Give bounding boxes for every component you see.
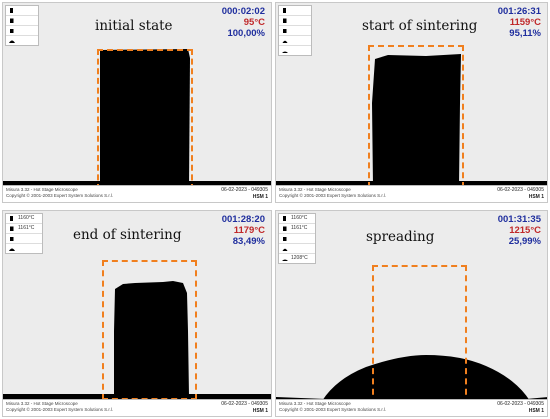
footer-date: 06-02-2023 - 049305 bbox=[497, 187, 544, 193]
footer-date: 06-02-2023 - 049305 bbox=[221, 401, 268, 407]
profile-icon bbox=[10, 216, 13, 221]
legend-item: 1208°C bbox=[279, 254, 315, 263]
footer-code: HSM 1 bbox=[252, 194, 268, 200]
footer-copyright: Copyright © 2001-2003 Expert System Solu… bbox=[279, 407, 387, 412]
profile-icon bbox=[10, 18, 14, 23]
legend-item: 1161°C bbox=[6, 224, 42, 234]
profile-icon bbox=[283, 18, 287, 23]
footer-software: Misura 3.32 - Hot Stage Microscope bbox=[279, 187, 351, 192]
profile-icon bbox=[283, 237, 287, 241]
elapsed-time: 001:28:20 bbox=[221, 214, 265, 225]
area-ratio: 100,00% bbox=[227, 28, 265, 39]
micrograph-panel-end-of-sintering: 1160°C 1161°C 001:28:20 1179°C 83,49% en… bbox=[2, 210, 272, 417]
footer-copyright: Copyright © 2001-2003 Expert System Solu… bbox=[279, 193, 387, 198]
legend-item bbox=[6, 6, 38, 16]
footer-software: Misura 3.32 - Hot Stage Microscope bbox=[6, 401, 78, 406]
legend-item bbox=[279, 234, 315, 244]
footer-date: 06-02-2023 - 049305 bbox=[497, 401, 544, 407]
sample-outline-box bbox=[102, 260, 197, 400]
instrument-footer: Misura 3.32 - Hot Stage Microscope Copyr… bbox=[276, 399, 547, 416]
legend-item bbox=[6, 26, 38, 36]
legend-item bbox=[279, 26, 311, 36]
curve-legend: 1160°C 1161°C bbox=[5, 213, 43, 254]
legend-item bbox=[6, 244, 42, 253]
sample-outline-box bbox=[372, 265, 467, 405]
area-ratio: 25,99% bbox=[508, 236, 541, 247]
elapsed-time: 001:26:31 bbox=[497, 6, 541, 17]
footer-copyright: Copyright © 2001-2003 Expert System Solu… bbox=[6, 407, 114, 412]
panel-title: initial state bbox=[95, 18, 173, 34]
profile-icon bbox=[10, 237, 14, 241]
temperature-readout: 95°C bbox=[243, 17, 265, 28]
instrument-footer: Misura 3.32 - Hot Stage Microscope Copyr… bbox=[3, 399, 271, 416]
temperature-readout: 1215°C bbox=[509, 225, 541, 236]
curve-legend bbox=[5, 5, 39, 46]
micrograph-panel-spreading: 1160°C 1161°C 1208°C 001:31:35 1215°C 25… bbox=[275, 210, 548, 417]
legend-item: 1160°C bbox=[279, 214, 315, 224]
legend-item bbox=[6, 16, 38, 26]
sample-outline-box bbox=[97, 49, 193, 190]
profile-icon bbox=[282, 51, 288, 53]
profile-icon bbox=[283, 29, 287, 33]
legend-label: 1161°C bbox=[18, 225, 35, 231]
footer-code: HSM 1 bbox=[528, 408, 544, 414]
legend-item bbox=[279, 46, 311, 55]
footer-copyright: Copyright © 2001-2003 Expert System Solu… bbox=[6, 193, 114, 198]
legend-item bbox=[279, 16, 311, 26]
micrograph-panel-initial-state: 000:02:02 95°C 100,00% initial state Mis… bbox=[2, 2, 272, 203]
profile-icon bbox=[10, 29, 14, 33]
curve-legend bbox=[278, 5, 312, 56]
profile-icon bbox=[283, 8, 286, 13]
profile-icon bbox=[282, 248, 288, 251]
curve-legend: 1160°C 1161°C 1208°C bbox=[278, 213, 316, 264]
profile-icon bbox=[9, 248, 15, 251]
footer-software: Misura 3.32 - Hot Stage Microscope bbox=[6, 187, 78, 192]
elapsed-time: 001:31:35 bbox=[497, 214, 541, 225]
legend-item bbox=[279, 36, 311, 46]
legend-label: 1161°C bbox=[291, 225, 308, 231]
profile-icon bbox=[283, 216, 286, 221]
footer-software: Misura 3.32 - Hot Stage Microscope bbox=[279, 401, 351, 406]
instrument-footer: Misura 3.32 - Hot Stage Microscope Copyr… bbox=[276, 185, 547, 202]
profile-icon bbox=[283, 226, 287, 231]
legend-label: 1160°C bbox=[291, 215, 308, 221]
legend-item bbox=[6, 36, 38, 45]
profile-icon bbox=[10, 226, 14, 231]
sample-outline-box bbox=[368, 45, 464, 188]
elapsed-time: 000:02:02 bbox=[221, 6, 265, 17]
micrograph-panel-start-of-sintering: 001:26:31 1159°C 95,11% start of sinteri… bbox=[275, 2, 548, 203]
panel-title: spreading bbox=[366, 229, 435, 245]
area-ratio: 83,49% bbox=[232, 236, 265, 247]
footer-code: HSM 1 bbox=[528, 194, 544, 200]
footer-code: HSM 1 bbox=[252, 408, 268, 414]
legend-item bbox=[6, 234, 42, 244]
temperature-readout: 1179°C bbox=[233, 225, 265, 236]
legend-label: 1160°C bbox=[18, 215, 35, 221]
legend-label: 1208°C bbox=[291, 255, 308, 261]
area-ratio: 95,11% bbox=[509, 28, 541, 39]
legend-item bbox=[279, 6, 311, 16]
footer-date: 06-02-2023 - 049305 bbox=[221, 187, 268, 193]
temperature-readout: 1159°C bbox=[509, 17, 541, 28]
panel-title: start of sintering bbox=[362, 18, 478, 34]
instrument-footer: Misura 3.32 - Hot Stage Microscope Copyr… bbox=[3, 185, 271, 202]
profile-icon bbox=[10, 8, 13, 13]
legend-item: 1161°C bbox=[279, 224, 315, 234]
profile-icon bbox=[9, 40, 15, 43]
profile-icon bbox=[282, 259, 288, 261]
panel-title: end of sintering bbox=[73, 227, 182, 243]
legend-item: 1160°C bbox=[6, 214, 42, 224]
legend-item bbox=[279, 244, 315, 254]
profile-icon bbox=[282, 40, 288, 43]
